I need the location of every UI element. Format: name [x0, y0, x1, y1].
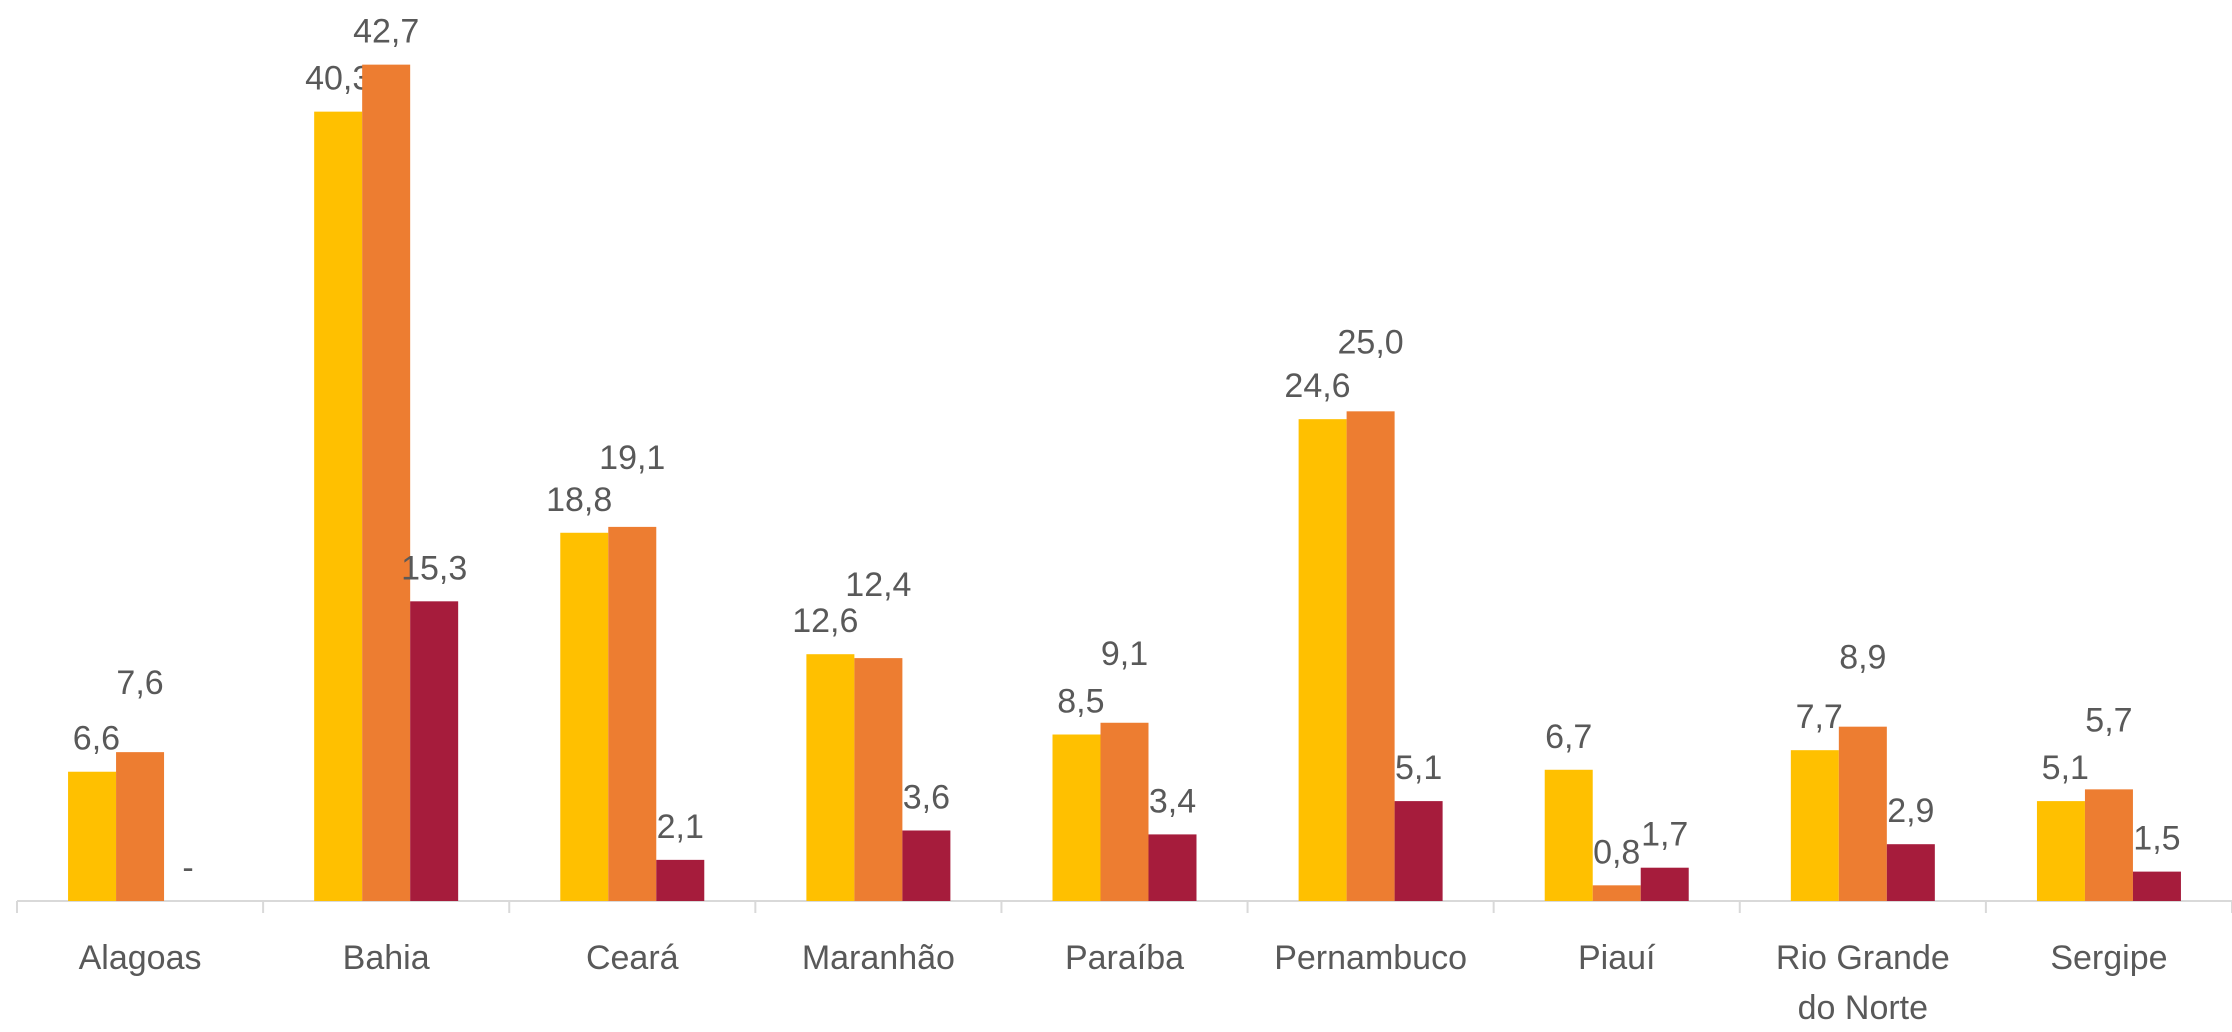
bar [2036, 801, 2085, 901]
bar [362, 64, 411, 901]
data-label: 42,7 [353, 13, 419, 51]
bar [854, 658, 903, 901]
bar [2084, 789, 2133, 901]
data-label: 1,5 [2133, 820, 2180, 858]
data-label: 6,7 [1545, 718, 1592, 756]
data-label: 3,4 [1149, 782, 1196, 820]
bar [2132, 871, 2181, 901]
bar [1790, 750, 1839, 901]
bar [1886, 844, 1935, 901]
data-label: 7,6 [116, 664, 163, 702]
data-label: 3,6 [903, 778, 950, 816]
data-label: 12,4 [845, 566, 911, 604]
bar [1592, 885, 1641, 901]
data-label: 5,1 [1395, 749, 1442, 787]
data-label: 12,6 [792, 602, 858, 640]
bar [1838, 726, 1887, 901]
bar [410, 601, 459, 901]
x-tick-label: Pernambuco [1274, 939, 1467, 977]
bar [1052, 734, 1101, 901]
bar [68, 771, 117, 901]
bar [560, 532, 609, 901]
data-label: 15,3 [401, 549, 467, 587]
data-label: 8,9 [1839, 639, 1886, 677]
x-tick-label: Sergipe [2050, 939, 2167, 977]
data-label: 9,1 [1101, 635, 1148, 673]
bar [608, 526, 657, 901]
data-label: 2,1 [657, 808, 704, 846]
x-tick-label: Paraíba [1065, 939, 1184, 977]
bar [1100, 722, 1149, 901]
data-label: 25,0 [1338, 323, 1404, 361]
bar [1640, 867, 1689, 901]
data-label: 40,3 [305, 60, 371, 98]
x-tick-label: Piauí [1578, 939, 1656, 977]
bar [1298, 419, 1347, 901]
data-label: 19,1 [599, 439, 665, 477]
bar [1346, 411, 1395, 901]
bar [1148, 834, 1197, 901]
data-label: 18,8 [546, 481, 612, 519]
bar [314, 111, 363, 902]
x-tick-label: Rio Grande do Norte [1776, 939, 1950, 1027]
bar [902, 830, 951, 901]
data-label: 1,7 [1641, 816, 1688, 854]
bar [1544, 769, 1593, 901]
x-tick-label: Bahia [343, 939, 430, 977]
data-label: - [182, 849, 193, 887]
data-label: 6,6 [73, 720, 120, 758]
bar [116, 752, 165, 901]
data-label: 24,6 [1284, 367, 1350, 405]
bar [656, 859, 705, 901]
data-label: 2,9 [1887, 792, 1934, 830]
data-label: 5,1 [2042, 749, 2089, 787]
data-label: 7,7 [1796, 698, 1843, 736]
data-label: 0,8 [1593, 833, 1640, 871]
x-tick-label: Ceará [586, 939, 679, 977]
data-label: 5,7 [2085, 701, 2132, 739]
bar [806, 654, 855, 901]
data-label: 8,5 [1057, 683, 1104, 721]
bar [1394, 801, 1443, 901]
x-tick-label: Maranhão [802, 939, 955, 977]
x-tick-label: Alagoas [79, 939, 202, 977]
